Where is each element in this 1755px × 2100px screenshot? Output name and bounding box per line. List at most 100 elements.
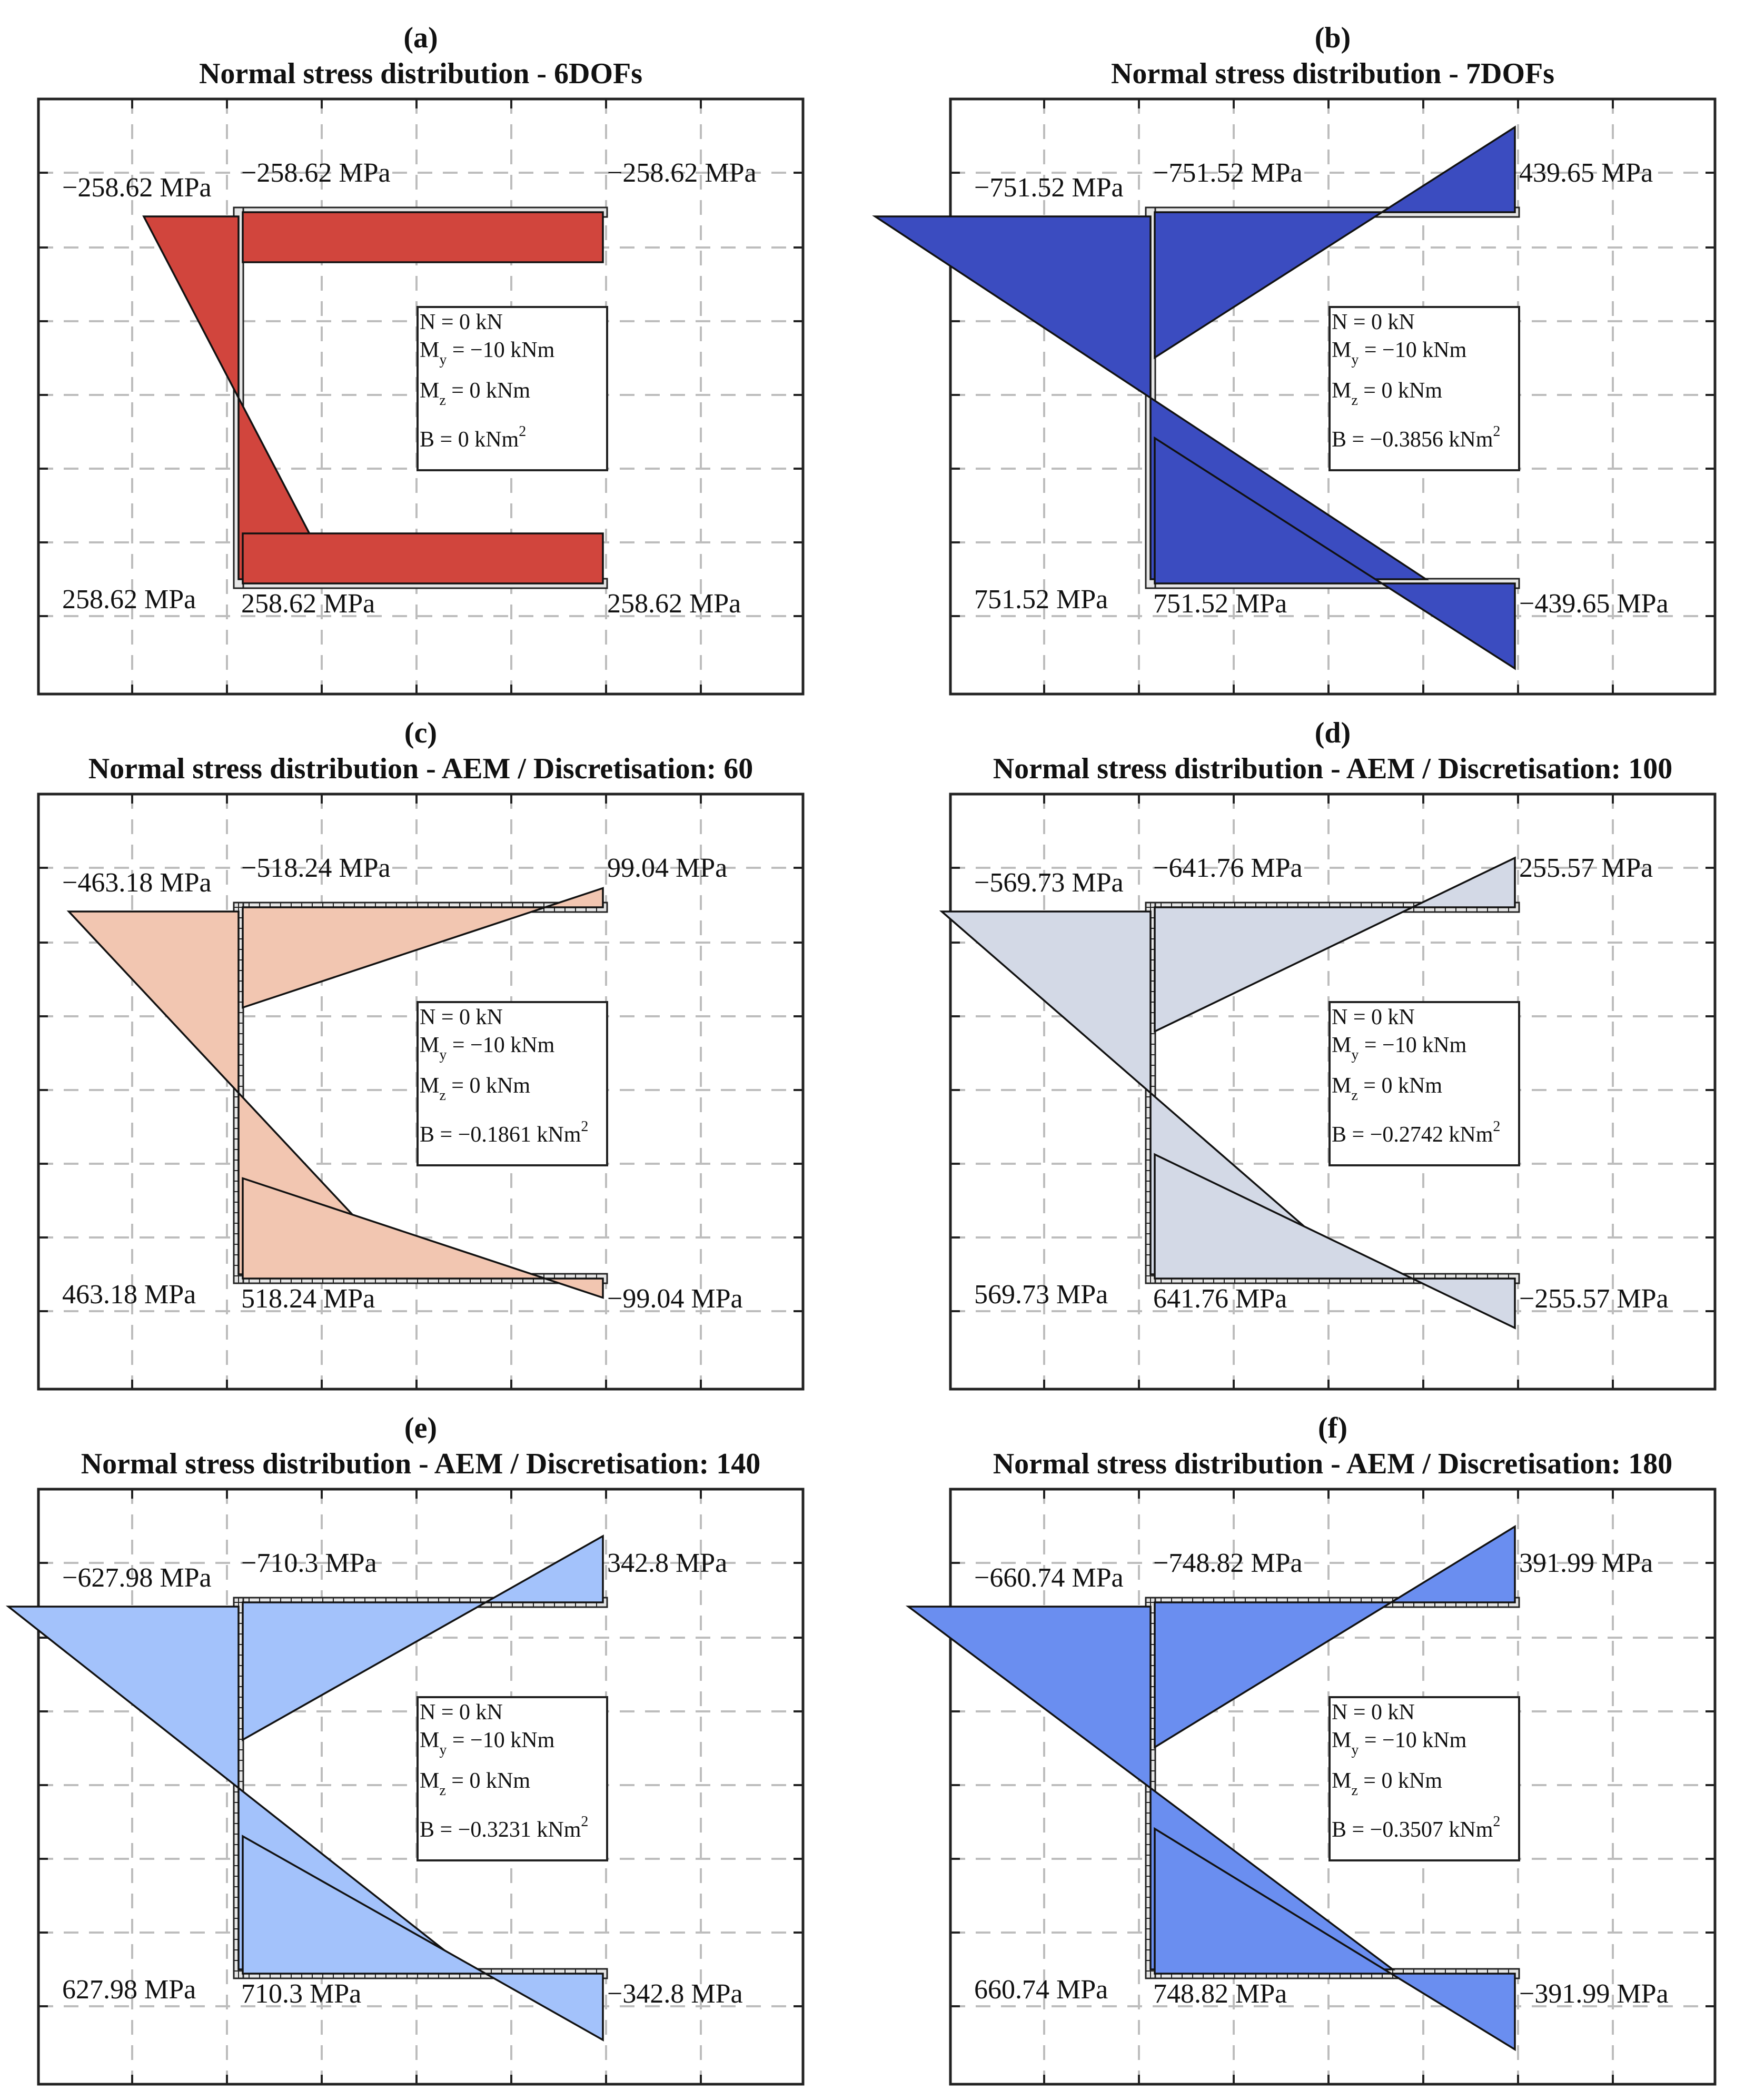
bottom-flange-stress-diagram — [242, 1835, 604, 2042]
label-top-corner: −710.3 MPa — [241, 1548, 377, 1578]
info-box-frame — [417, 1001, 608, 1166]
panel-b: (b)Normal stress distribution - 7DOFs −75… — [872, 22, 1717, 696]
bimoment-exponent: 2 — [1493, 1118, 1500, 1135]
info-moment-y: My = −10 kNm — [1332, 1033, 1467, 1063]
bottom-flange-stress-diagram — [242, 532, 604, 585]
label-top-corner: −258.62 MPa — [241, 158, 391, 188]
moment-y-value: = −10 kNm — [1359, 1728, 1466, 1752]
moment-z-subscript: z — [1351, 1782, 1357, 1799]
panel-letter: (e) — [404, 1412, 437, 1444]
moment-y-symbol: M — [420, 1033, 439, 1057]
label-top-corner: −751.52 MPa — [1153, 158, 1303, 188]
label-top-web: −463.18 MPa — [62, 868, 212, 898]
plot-frame — [949, 793, 1717, 1391]
moment-y-value: = −10 kNm — [447, 1033, 554, 1057]
moment-z-symbol: M — [1332, 1769, 1351, 1793]
moment-y-symbol: M — [1332, 1728, 1351, 1752]
plot-frame — [37, 97, 805, 696]
moment-y-value: = −10 kNm — [447, 1728, 554, 1752]
web-stress-diagram — [939, 910, 1362, 1275]
label-bottom-corner: 258.62 MPa — [241, 589, 375, 619]
moment-y-symbol: M — [1332, 338, 1351, 362]
label-top-tip: 439.65 MPa — [1519, 158, 1653, 188]
moment-y-subscript: y — [439, 352, 447, 368]
label-bottom-corner: 518.24 MPa — [241, 1284, 375, 1314]
panel-title: Normal stress distribution - AEM / Discr… — [993, 752, 1673, 785]
info-moment-y: My = −10 kNm — [420, 338, 555, 368]
label-bottom-web: 660.74 MPa — [974, 1975, 1108, 2005]
panel-a: (a)Normal stress distribution - 6DOFs −25… — [37, 22, 805, 696]
label-bottom-web: 569.73 MPa — [974, 1280, 1108, 1310]
label-bottom-tip: −255.57 MPa — [1519, 1284, 1669, 1314]
label-top-web: −751.52 MPa — [974, 173, 1124, 203]
info-moment-z: Mz = 0 kNm — [420, 379, 530, 409]
label-bottom-web: 463.18 MPa — [62, 1280, 196, 1310]
panel-letter: (f) — [1318, 1412, 1347, 1444]
moment-z-value: = 0 kNm — [1358, 1074, 1443, 1098]
moment-z-subscript: z — [1351, 392, 1357, 409]
info-moment-z: Mz = 0 kNm — [1332, 379, 1442, 409]
info-bimoment: B = −0.1861 kNm2 — [420, 1118, 588, 1147]
moment-y-subscript: y — [439, 1742, 447, 1758]
label-top-web: −258.62 MPa — [62, 173, 212, 203]
label-bottom-tip: −439.65 MPa — [1519, 589, 1669, 619]
label-bottom-corner: 748.82 MPa — [1153, 1979, 1287, 2009]
label-bottom-corner: 641.76 MPa — [1153, 1284, 1287, 1314]
bimoment-value: B = −0.1861 kNm — [420, 1123, 581, 1147]
info-box-frame — [417, 1696, 608, 1861]
panel-title: Normal stress distribution - AEM / Discr… — [993, 1448, 1673, 1480]
moment-z-symbol: M — [1332, 1074, 1351, 1098]
top-flange-stress-diagram — [1154, 856, 1516, 1033]
moment-z-subscript: z — [439, 1782, 445, 1799]
info-normal-force: N = 0 kN — [420, 1700, 503, 1725]
info-moment-y: My = −10 kNm — [420, 1033, 555, 1063]
bimoment-exponent: 2 — [1493, 1814, 1500, 1830]
top-flange-stress-diagram — [242, 211, 604, 263]
moment-z-symbol: M — [420, 1074, 439, 1098]
label-bottom-web: 627.98 MPa — [62, 1975, 196, 2005]
label-bottom-corner: 751.52 MPa — [1153, 589, 1287, 619]
info-moment-z: Mz = 0 kNm — [420, 1769, 530, 1799]
info-bimoment: B = 0 kNm2 — [420, 423, 526, 452]
moment-y-value: = −10 kNm — [447, 338, 554, 362]
info-normal-force: N = 0 kN — [1332, 1700, 1415, 1725]
panel-title: Normal stress distribution - 6DOFs — [199, 57, 642, 90]
bimoment-exponent: 2 — [581, 1814, 588, 1830]
label-bottom-tip: −99.04 MPa — [607, 1284, 743, 1314]
info-moment-y: My = −10 kNm — [1332, 1728, 1467, 1758]
plot-frame — [949, 97, 1717, 696]
info-moment-y: My = −10 kNm — [420, 1728, 555, 1758]
info-bimoment: B = −0.3507 kNm2 — [1332, 1814, 1500, 1842]
top-flange-stress-diagram — [242, 1534, 604, 1741]
bottom-flange-stress-diagram — [1154, 1153, 1516, 1330]
info-normal-force: N = 0 kN — [1332, 310, 1415, 334]
info-box-frame — [1328, 1001, 1520, 1166]
label-top-corner: −518.24 MPa — [241, 853, 391, 883]
web-stress-diagram — [872, 215, 1429, 580]
panel-letter: (b) — [1315, 22, 1351, 54]
moment-z-value: = 0 kNm — [446, 1074, 531, 1098]
info-moment-z: Mz = 0 kNm — [420, 1074, 530, 1104]
label-top-tip: 391.99 MPa — [1519, 1548, 1653, 1578]
info-normal-force: N = 0 kN — [420, 1005, 503, 1029]
info-bimoment: B = −0.2742 kNm2 — [1332, 1118, 1500, 1147]
panel-f: (f) Normal stress distribution - AEM / Di… — [905, 1412, 1717, 2086]
bimoment-value: B = −0.3231 kNm — [420, 1818, 581, 1842]
label-bottom-web: 258.62 MPa — [62, 585, 196, 615]
moment-z-value: = 0 kNm — [1358, 1769, 1443, 1793]
info-moment-z: Mz = 0 kNm — [1332, 1769, 1442, 1799]
plot-frame — [37, 793, 805, 1391]
load-info-box: N = 0 kN My = −10 kNm Mz = 0 kNm B = −0.186… — [417, 1001, 608, 1166]
moment-z-subscript: z — [1351, 1087, 1357, 1104]
moment-z-value: = 0 kNm — [446, 1769, 531, 1793]
moment-z-symbol: M — [1332, 379, 1351, 403]
moment-y-subscript: y — [1351, 352, 1359, 368]
bimoment-value: B = −0.3507 kNm — [1332, 1818, 1493, 1842]
label-bottom-web: 751.52 MPa — [974, 585, 1108, 615]
label-bottom-corner: 710.3 MPa — [241, 1979, 361, 2009]
